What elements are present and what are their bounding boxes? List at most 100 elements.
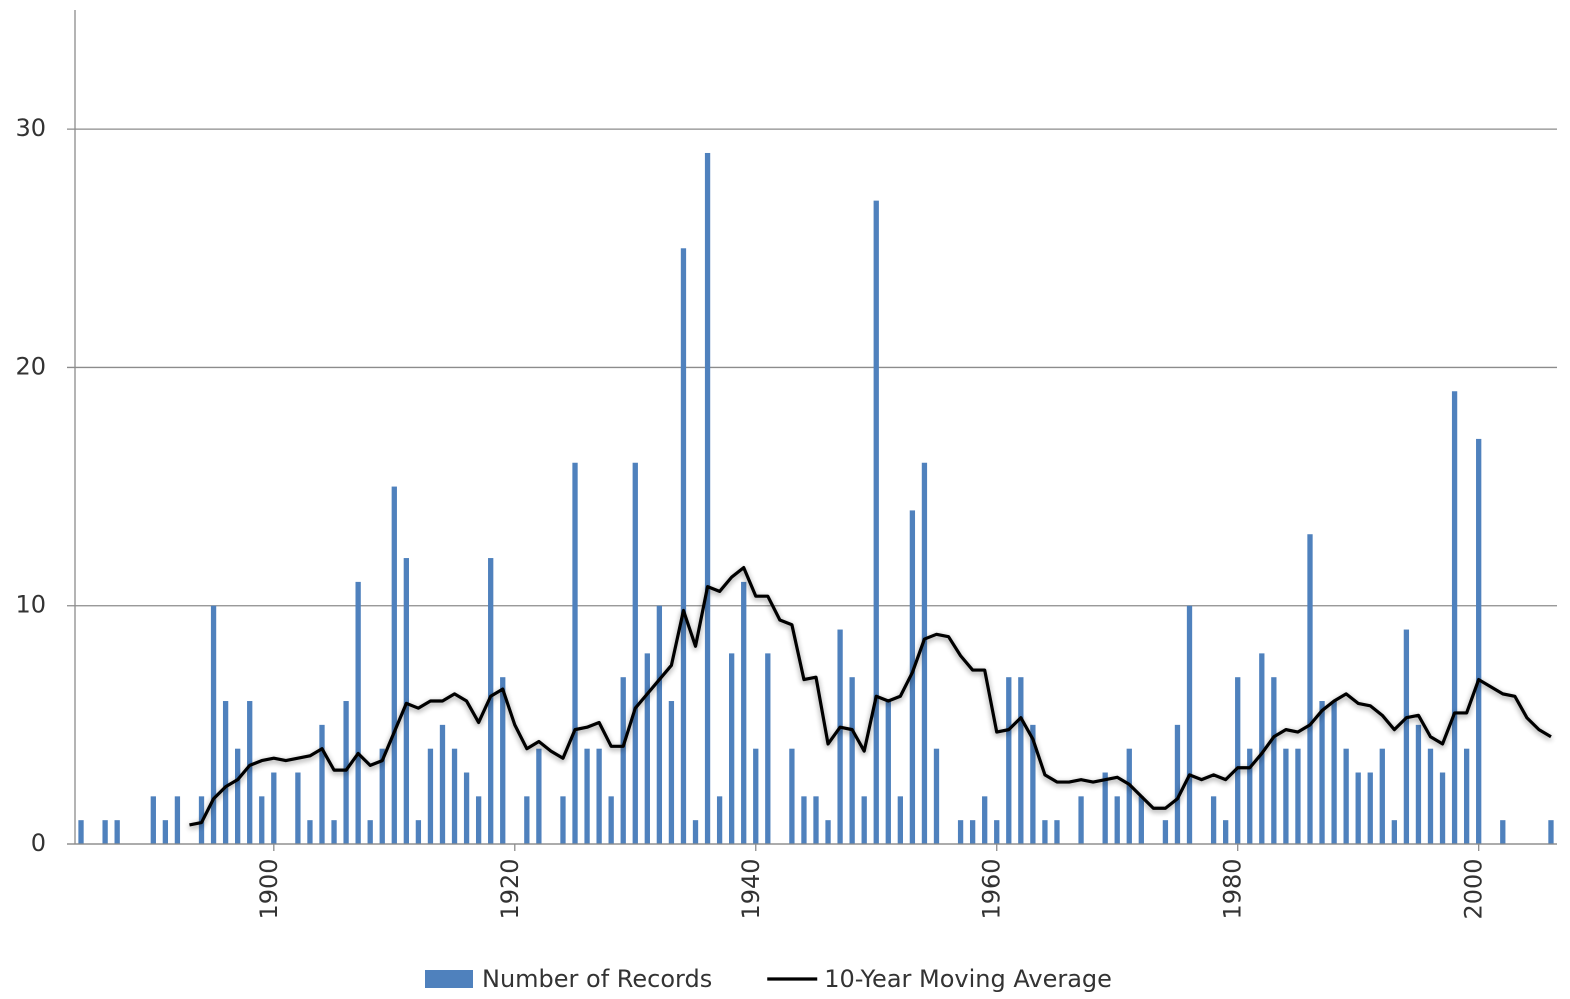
bar (247, 701, 253, 844)
bar (1186, 605, 1193, 844)
bar (1162, 820, 1169, 844)
bar (1319, 701, 1325, 844)
y-tick-label: 0 (31, 829, 46, 857)
y-tick-label: 10 (15, 591, 46, 619)
bar (222, 701, 229, 844)
moving-average-line (189, 565, 1552, 827)
bar (572, 462, 578, 844)
bar (921, 462, 928, 844)
bar (475, 796, 482, 844)
bar (1078, 796, 1084, 844)
bar (825, 820, 831, 844)
bar (813, 796, 819, 844)
bar (536, 748, 542, 844)
bar (668, 701, 675, 844)
bar (1379, 748, 1385, 844)
bar (656, 605, 663, 844)
bar (1391, 820, 1397, 844)
bar (524, 796, 530, 844)
bar (1476, 438, 1482, 844)
bar (729, 653, 735, 844)
bar (1259, 653, 1265, 844)
bar (957, 820, 964, 844)
bar (933, 748, 940, 844)
bar (982, 796, 988, 844)
bar (885, 701, 891, 844)
bar (1367, 772, 1373, 844)
bar (1006, 677, 1012, 844)
bar (162, 820, 169, 844)
bar (789, 748, 795, 844)
bar (1247, 748, 1253, 844)
bar (632, 462, 638, 844)
bar (235, 748, 241, 844)
bar (295, 772, 301, 844)
y-tick-label: 30 (15, 114, 46, 142)
bar (1403, 629, 1410, 844)
bar (1307, 534, 1313, 844)
bar (1295, 748, 1301, 844)
bar (897, 796, 903, 844)
bar (716, 796, 723, 844)
bar (415, 820, 422, 844)
bar (439, 724, 446, 844)
bar (1548, 820, 1554, 844)
x-tick-label: 1900 (255, 858, 283, 919)
bar (427, 748, 434, 844)
bar (969, 820, 976, 844)
bar (343, 701, 349, 844)
legend-label: 10-Year Moving Average (824, 965, 1112, 993)
bar (259, 796, 265, 844)
bar (644, 653, 650, 844)
bar (873, 200, 879, 845)
bar (765, 653, 771, 844)
bar (78, 820, 84, 844)
bar (1427, 748, 1434, 844)
bar (1042, 820, 1048, 844)
bar (1102, 772, 1108, 844)
bar (1439, 772, 1446, 844)
bar (1271, 677, 1277, 844)
bar (355, 581, 361, 844)
bar (849, 677, 855, 844)
bar (1343, 748, 1349, 844)
bar (596, 748, 602, 844)
bar (994, 820, 1000, 844)
bar (379, 748, 385, 844)
bar (307, 820, 313, 844)
bar (174, 796, 181, 844)
bar (1126, 748, 1132, 844)
bar (1223, 820, 1229, 844)
bar (463, 772, 470, 844)
bar (271, 772, 277, 844)
bar (150, 796, 156, 844)
bar (488, 558, 494, 844)
bar (620, 677, 626, 844)
bar (1138, 796, 1144, 844)
bar (1030, 724, 1036, 844)
bar (560, 796, 566, 844)
bar (680, 248, 687, 845)
bar (1114, 796, 1120, 844)
bar (331, 820, 337, 844)
bar (500, 677, 506, 844)
bar (403, 558, 409, 844)
y-tick-label: 20 (15, 352, 46, 380)
x-tick-label: 1980 (1219, 858, 1247, 919)
bar (1451, 391, 1458, 844)
bar (1054, 820, 1060, 844)
bar (801, 796, 807, 844)
bar (210, 605, 217, 844)
bar (608, 796, 614, 844)
x-tick-label: 1960 (978, 858, 1006, 919)
bar (704, 152, 711, 844)
bar (837, 629, 843, 844)
bar (319, 724, 325, 844)
bar (1018, 677, 1024, 844)
bar (692, 820, 699, 844)
x-tick-label: 1920 (496, 858, 524, 919)
bar (102, 820, 108, 844)
bar (451, 748, 458, 844)
bar (1210, 796, 1217, 844)
x-tick-label: 2000 (1460, 858, 1488, 919)
